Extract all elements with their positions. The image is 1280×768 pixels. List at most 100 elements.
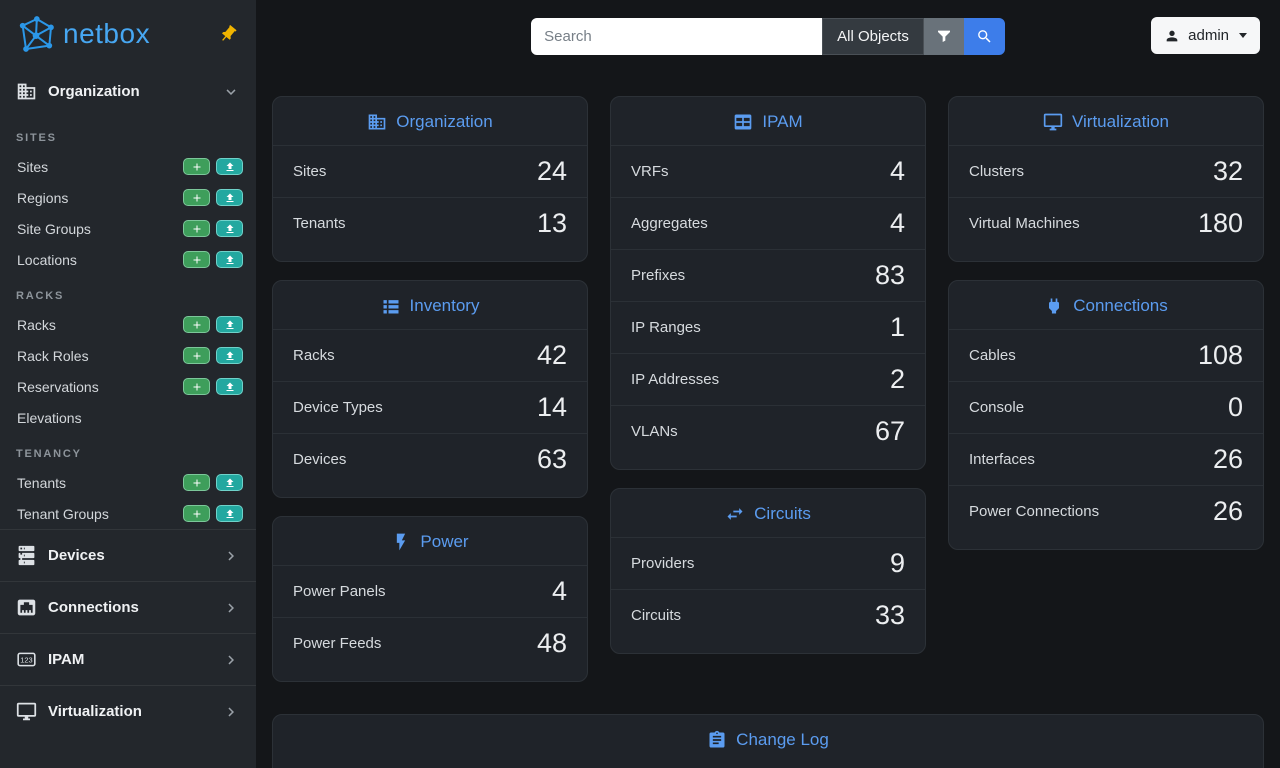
stat-row-cables[interactable]: Cables 108	[949, 329, 1263, 381]
stat-row-aggregates[interactable]: Aggregates 4	[611, 197, 925, 249]
stat-row-interfaces[interactable]: Interfaces 26	[949, 433, 1263, 485]
topbar: All Objects admin	[256, 0, 1280, 72]
upload-icon	[226, 255, 233, 264]
netbox-logo[interactable]: netbox	[16, 14, 150, 54]
stat-row-vlans[interactable]: VLANs 67	[611, 405, 925, 457]
sidebar-item-elevations[interactable]: Elevations	[17, 409, 82, 426]
user-icon	[1166, 30, 1178, 41]
import-button[interactable]	[216, 158, 243, 175]
stat-row-virtual-machines[interactable]: Virtual Machines 180	[949, 197, 1263, 249]
change-log-icon	[709, 730, 725, 748]
nav-group-header-ipam[interactable]: 123 IPAM	[0, 634, 256, 685]
card-inventory-title[interactable]: Inventory	[273, 281, 587, 329]
import-button[interactable]	[216, 251, 243, 268]
card-connections-title[interactable]: Connections	[949, 281, 1263, 329]
stat-row-sites[interactable]: Sites 24	[273, 145, 587, 197]
search-input[interactable]	[531, 17, 823, 55]
add-button[interactable]	[183, 251, 210, 268]
import-button[interactable]	[216, 189, 243, 206]
stat-row-circuits[interactable]: Circuits 33	[611, 589, 925, 641]
add-button[interactable]	[183, 378, 210, 395]
stat-row-racks[interactable]: Racks 42	[273, 329, 587, 381]
import-button[interactable]	[216, 474, 243, 491]
sidebar-item-tenant-groups[interactable]: Tenant Groups	[0, 498, 256, 529]
sidebar-item-locations[interactable]: Locations	[0, 244, 256, 275]
add-button[interactable]	[183, 474, 210, 491]
user-name: admin	[1188, 27, 1229, 44]
add-button[interactable]	[183, 189, 210, 206]
import-button[interactable]	[216, 220, 243, 237]
search-button[interactable]	[963, 17, 1005, 55]
dashboard-column-2: IPAM VRFs 4 Aggregates 4 Prefixes 83	[610, 96, 926, 682]
nav-group-header-organization[interactable]: Organization	[0, 66, 256, 117]
stat-row-power-connections[interactable]: Power Connections 26	[949, 485, 1263, 537]
plus-icon	[193, 225, 200, 232]
sidebar-item-rack-roles[interactable]: Rack Roles	[0, 340, 256, 371]
nav-group-label: Devices	[48, 547, 105, 564]
upload-icon	[226, 320, 233, 329]
import-button[interactable]	[216, 505, 243, 522]
filter-button[interactable]	[923, 17, 964, 55]
virtualization-icon	[1043, 113, 1063, 131]
plus-icon	[193, 383, 200, 390]
stat-row-power-panels[interactable]: Power Panels 4	[273, 565, 587, 617]
circuits-icon	[727, 508, 743, 520]
stat-row-devices[interactable]: Devices 63	[273, 433, 587, 485]
search-scope-button[interactable]: All Objects	[822, 17, 924, 55]
nav-section-tenancy: TENANCY	[16, 448, 82, 460]
card-ipam-title[interactable]: IPAM	[611, 97, 925, 145]
card-organization-title[interactable]: Organization	[273, 97, 587, 145]
sidebar-item-racks[interactable]: Racks	[0, 309, 256, 340]
sidebar-item-regions[interactable]: Regions	[0, 182, 256, 213]
nav-group-header-virtualization[interactable]: Virtualization	[0, 686, 256, 737]
chevron-right-icon	[228, 707, 234, 716]
stat-row-ip-ranges[interactable]: IP Ranges 1	[611, 301, 925, 353]
card-circuits-title[interactable]: Circuits	[611, 489, 925, 537]
search-icon	[977, 29, 991, 43]
sidebar-item-site-groups[interactable]: Site Groups	[0, 213, 256, 244]
stat-row-tenants[interactable]: Tenants 13	[273, 197, 587, 249]
sidebar-item-sites[interactable]: Sites	[0, 151, 256, 182]
add-button[interactable]	[183, 316, 210, 333]
netbox-wordmark: netbox	[63, 18, 151, 49]
stat-row-prefixes[interactable]: Prefixes 83	[611, 249, 925, 301]
add-button[interactable]	[183, 347, 210, 364]
nav-group-header-connections[interactable]: Connections	[0, 582, 256, 633]
nav-group-header-devices[interactable]: Devices	[0, 530, 256, 581]
stat-row-device-types[interactable]: Device Types 14	[273, 381, 587, 433]
organization-icon	[368, 114, 386, 130]
add-button[interactable]	[183, 220, 210, 237]
stat-row-providers[interactable]: Providers 9	[611, 537, 925, 589]
upload-icon	[226, 162, 233, 171]
connections-icon	[17, 599, 36, 616]
chevron-right-icon	[228, 551, 234, 560]
stat-row-console[interactable]: Console 0	[949, 381, 1263, 433]
card-virtualization-title[interactable]: Virtualization	[949, 97, 1263, 145]
card-change-log-title[interactable]: Change Log	[273, 715, 1263, 763]
import-button[interactable]	[216, 378, 243, 395]
sidebar-nav: Organization SITES Sites Regions	[0, 66, 256, 737]
devices-icon	[18, 545, 35, 566]
stat-row-vrfs[interactable]: VRFs 4	[611, 145, 925, 197]
plus-icon	[193, 163, 200, 170]
stat-row-ip-addresses[interactable]: IP Addresses 2	[611, 353, 925, 405]
nav-section-sites: SITES	[16, 132, 57, 144]
inventory-icon	[383, 300, 399, 314]
card-power-title[interactable]: Power	[273, 517, 587, 565]
sidebar-item-tenants[interactable]: Tenants	[0, 467, 256, 498]
upload-icon	[226, 509, 233, 518]
pin-sidebar-button[interactable]	[211, 17, 245, 51]
card-ipam: IPAM VRFs 4 Aggregates 4 Prefixes 83	[610, 96, 926, 470]
stat-row-clusters[interactable]: Clusters 32	[949, 145, 1263, 197]
nav-group-devices: Devices	[0, 529, 256, 581]
import-button[interactable]	[216, 316, 243, 333]
add-button[interactable]	[183, 158, 210, 175]
sidebar-item-reservations[interactable]: Reservations	[0, 371, 256, 402]
add-button[interactable]	[183, 505, 210, 522]
ipam-icon: 123	[17, 652, 36, 667]
stat-row-power-feeds[interactable]: Power Feeds 48	[273, 617, 587, 669]
sidebar: netbox Organization SITES Sites	[0, 0, 256, 768]
user-menu-button[interactable]: admin	[1151, 17, 1260, 54]
import-button[interactable]	[216, 347, 243, 364]
